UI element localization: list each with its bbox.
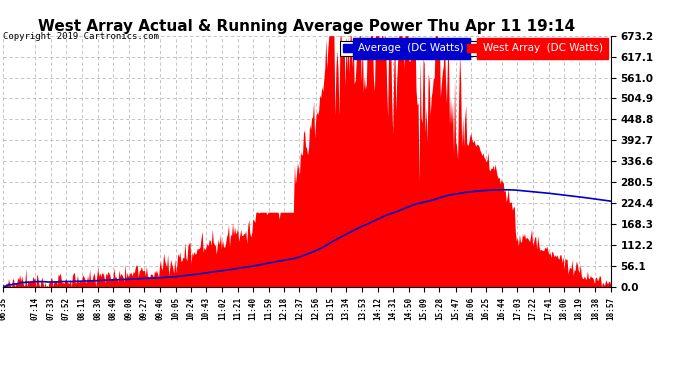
Text: Copyright 2019 Cartronics.com: Copyright 2019 Cartronics.com: [3, 32, 159, 41]
Title: West Array Actual & Running Average Power Thu Apr 11 19:14: West Array Actual & Running Average Powe…: [39, 20, 575, 34]
Legend: Average  (DC Watts), West Array  (DC Watts): Average (DC Watts), West Array (DC Watts…: [340, 41, 605, 56]
